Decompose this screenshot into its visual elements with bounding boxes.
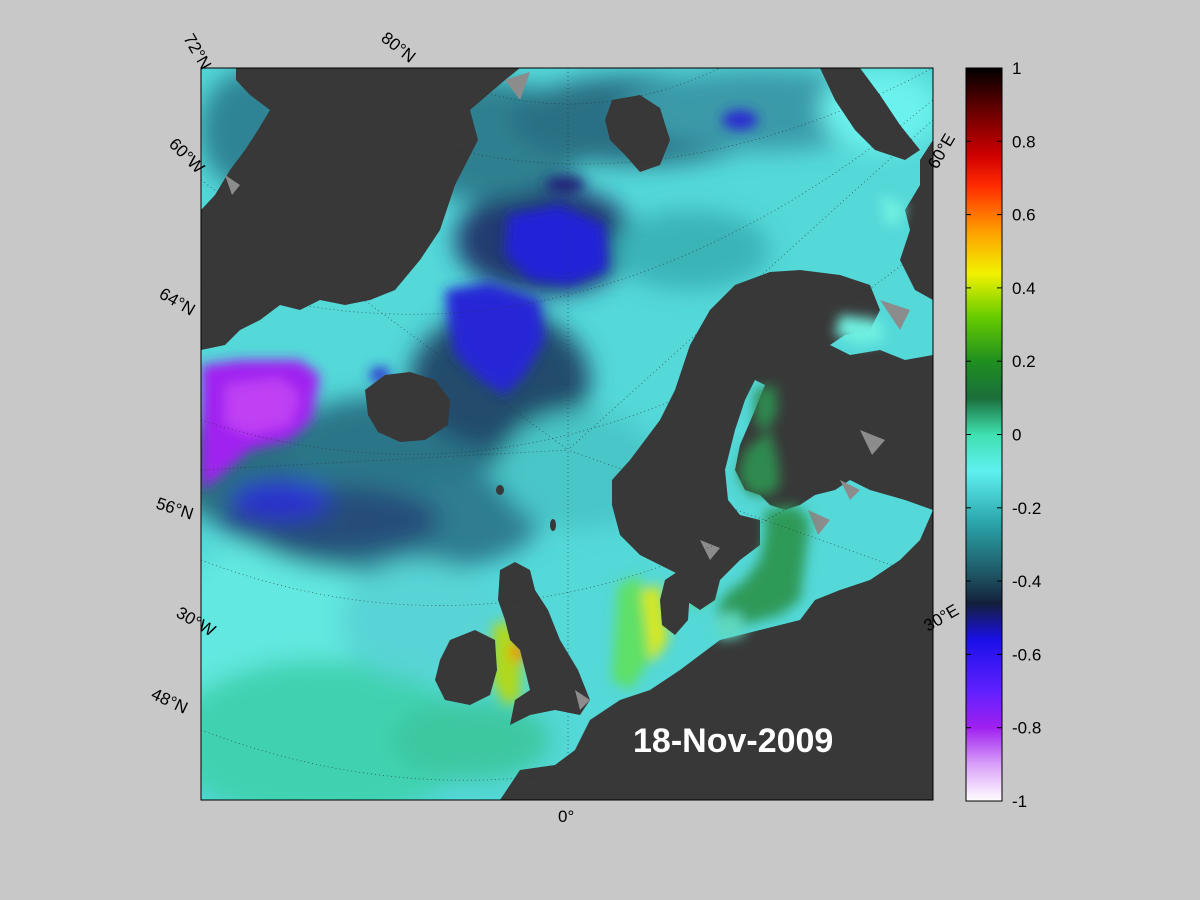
label-lat-56n: 56°N	[154, 494, 196, 524]
colorbar-ticks: 1 0.8 0.6 0.4 0.2 0 -0.2 -0.4 -0.6 -0.8 -1	[966, 59, 1041, 811]
graticule	[201, 68, 933, 800]
colorbar-tick-label: 1	[1012, 59, 1021, 78]
map-area	[201, 68, 933, 800]
colorbar-tick-label: -1	[1012, 792, 1027, 811]
colorbar-tick-label: 0.8	[1012, 132, 1036, 151]
label-lon-80n: 80°N	[378, 28, 420, 66]
ice-and-lakes	[225, 72, 910, 710]
sea-level-field	[201, 70, 933, 800]
svalbard	[605, 95, 670, 172]
colorbar-tick-label: 0.4	[1012, 279, 1036, 298]
negative-anomaly-patches	[201, 110, 758, 490]
date-label: 18-Nov-2009	[633, 722, 833, 760]
denmark	[660, 570, 690, 635]
colorbar-tick-label: 0.6	[1012, 206, 1036, 225]
label-lon-0: 0°	[558, 807, 574, 826]
finland-russia	[790, 510, 933, 800]
colorbar-gradient	[965, 67, 1003, 802]
arctic-russia	[900, 140, 933, 300]
colorbar-tick-label: -0.8	[1012, 719, 1041, 738]
colorbar-tick-label: -0.2	[1012, 499, 1041, 518]
shetland	[550, 519, 556, 531]
label-lat-48n: 48°N	[148, 684, 190, 717]
baltic-sea	[712, 195, 905, 640]
novaya-zemlya	[820, 68, 920, 160]
great-britain	[498, 562, 590, 725]
continental-europe	[500, 620, 810, 800]
colorbar-tick-label: 0	[1012, 426, 1021, 445]
colorbar-tick-label: -0.4	[1012, 572, 1041, 591]
label-lat-64n: 64°N	[156, 284, 198, 319]
map-border	[200, 67, 934, 801]
greenland	[201, 68, 520, 350]
colorbar-tick-label: 0.2	[1012, 352, 1036, 371]
iceland	[365, 372, 450, 442]
faroe-islands	[496, 485, 504, 495]
colorbar: 1 0.8 0.6 0.4 0.2 0 -0.2 -0.4 -0.6 -0.8 -1	[965, 59, 1041, 811]
colorbar-tick-label: -0.6	[1012, 645, 1041, 664]
label-lat-72n: 72°N	[180, 31, 215, 73]
ireland	[435, 630, 497, 705]
